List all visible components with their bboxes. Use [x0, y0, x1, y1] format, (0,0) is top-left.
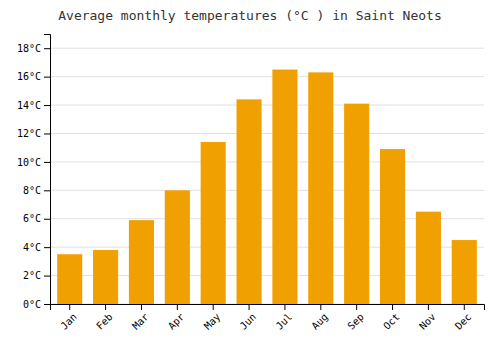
y-tick-label: 18°C: [17, 43, 41, 54]
bar: [416, 212, 441, 304]
grid: [50, 48, 484, 304]
grid-line: [50, 48, 484, 49]
x-tick-mark: [320, 304, 321, 310]
x-tick: Jul: [274, 304, 295, 332]
x-tick-mark: [392, 304, 393, 310]
x-tick-mark: [428, 304, 429, 310]
y-tick: 16°C: [17, 71, 50, 82]
y-tick-mark: [44, 162, 50, 163]
bars: [57, 70, 477, 304]
x-tick-label: Oct: [381, 311, 402, 332]
y-tick-label: 0°C: [23, 299, 41, 310]
bar: [57, 254, 82, 304]
y-tick: 0°C: [23, 299, 50, 310]
grid-line: [50, 161, 484, 162]
x-tick-mark: [213, 304, 214, 310]
x-tick-label: Jun: [238, 311, 259, 332]
x-tick: Sep: [345, 304, 366, 332]
x-axis: Jan Feb Mar Apr May Jun Jul Aug Sep Oct Nov Dec: [51, 304, 485, 332]
y-tick: 2°C: [23, 270, 50, 281]
y-axis: 0°C 2°C 4°C 6°C 8°C 10°C 12°C 14°C 16°C 18°C: [17, 35, 51, 310]
x-tick-label: May: [202, 311, 223, 332]
y-tick-label: 16°C: [17, 71, 41, 82]
grid-line: [50, 105, 484, 106]
bar: [308, 72, 333, 304]
x-tick: Dec: [453, 304, 474, 332]
x-tick: Nov: [417, 304, 438, 332]
x-tick-mark: [464, 304, 465, 310]
bar: [272, 70, 297, 304]
x-tick: Feb: [94, 304, 115, 332]
x-tick-label: Aug: [309, 311, 330, 332]
y-tick-label: 12°C: [17, 128, 41, 139]
bar: [129, 220, 154, 304]
plot: 0°C 2°C 4°C 6°C 8°C 10°C 12°C 14°C 16°C 18°C Jan Fe…: [17, 35, 485, 332]
grid-line: [50, 76, 484, 77]
x-tick-label: Feb: [94, 311, 115, 332]
y-tick-mark: [44, 219, 50, 220]
x-tick-label: Mar: [130, 311, 151, 332]
y-tick-label: 8°C: [23, 185, 41, 196]
x-tick-mark: [177, 304, 178, 310]
y-tick-mark: [44, 105, 50, 106]
y-tick: 4°C: [23, 242, 50, 253]
y-tick-mark: [44, 247, 50, 248]
y-tick-mark: [44, 304, 50, 305]
y-tick-label: 2°C: [23, 270, 41, 281]
bar: [380, 149, 405, 304]
x-tick-mark: [141, 304, 142, 310]
chart: Average monthly temperatures (°C ) in Sa…: [0, 0, 500, 350]
bar: [237, 99, 262, 304]
title: Average monthly temperatures (°C ) in Sa…: [58, 8, 442, 23]
y-tick: 10°C: [17, 157, 50, 168]
x-tick: Oct: [381, 304, 402, 332]
y-tick-mark: [44, 48, 50, 49]
grid-line: [50, 133, 484, 134]
x-tick-label: Apr: [166, 311, 187, 332]
x-tick: Apr: [166, 304, 187, 332]
x-tick: May: [202, 304, 223, 332]
x-tick-label: Sep: [345, 311, 366, 332]
x-tick-label: Dec: [453, 311, 474, 332]
y-axis-line: [44, 35, 51, 305]
x-tick: Mar: [130, 304, 151, 332]
bar: [344, 104, 369, 304]
y-tick-mark: [44, 77, 50, 78]
y-tick: 8°C: [23, 185, 50, 196]
bar: [201, 142, 226, 304]
y-tick-label: 4°C: [23, 242, 41, 253]
x-tick: Aug: [309, 304, 330, 332]
x-tick-label: Jan: [58, 311, 79, 332]
x-tick-mark: [356, 304, 357, 310]
y-tick: 18°C: [17, 43, 50, 54]
grid-line: [50, 190, 484, 191]
bar: [165, 190, 190, 304]
x-tick-label: Jul: [274, 311, 295, 332]
y-tick: 6°C: [23, 213, 50, 224]
y-tick-label: 6°C: [23, 213, 41, 224]
x-tick: Jan: [58, 304, 79, 332]
x-axis-line: [51, 305, 485, 311]
y-tick-label: 14°C: [17, 100, 41, 111]
x-tick-mark: [69, 304, 70, 310]
x-tick: Jun: [238, 304, 259, 332]
y-tick-label: 10°C: [17, 157, 41, 168]
y-tick-mark: [44, 276, 50, 277]
y-tick: 12°C: [17, 128, 50, 139]
y-tick: 14°C: [17, 100, 50, 111]
y-tick-mark: [44, 133, 50, 134]
y-tick-mark: [44, 190, 50, 191]
x-tick-label: Nov: [417, 311, 438, 332]
x-tick-mark: [284, 304, 285, 310]
x-tick-mark: [105, 304, 106, 310]
bar: [452, 240, 477, 304]
bar: [93, 250, 118, 304]
x-tick-mark: [249, 304, 250, 310]
